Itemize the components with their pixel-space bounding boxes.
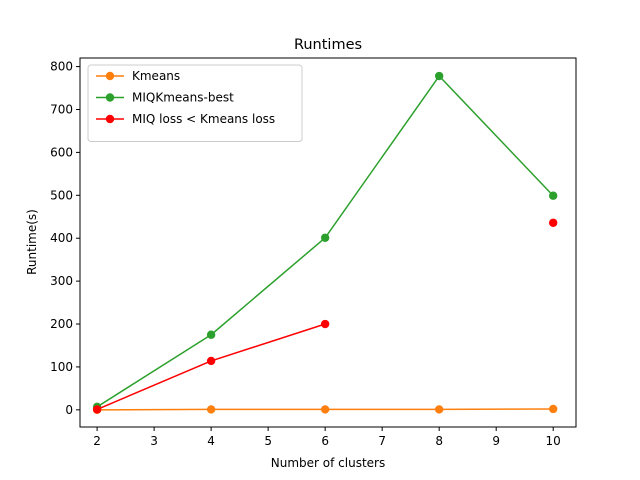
data-point [320, 233, 330, 242]
chart-title: Runtimes [294, 37, 362, 53]
x-axis: 2 3 4 5 6 7 8 9 10 [93, 427, 561, 448]
data-point [548, 218, 558, 227]
y-tick-label: 600 [50, 145, 73, 159]
data-point [206, 356, 216, 366]
x-tick-label: 2 [93, 434, 101, 448]
x-tick-label: 4 [207, 434, 215, 448]
x-tick-label: 5 [264, 434, 272, 448]
legend-marker [105, 93, 115, 102]
data-point [206, 330, 216, 339]
x-tick-label: 6 [321, 434, 329, 448]
data-point [320, 405, 330, 414]
y-tick-label: 800 [50, 60, 73, 74]
data-point [206, 405, 216, 414]
legend-label: MIQKmeans-best [132, 91, 234, 105]
data-point [320, 319, 330, 329]
plot-frame [79, 57, 577, 428]
legend: Kmeans MIQKmeans-best MIQ loss < Kmeans lo… [87, 64, 303, 142]
y-tick-label: 500 [50, 188, 73, 202]
data-point [92, 405, 102, 414]
series-layer [92, 71, 558, 415]
x-tick-label: 9 [492, 434, 500, 448]
legend-marker [105, 114, 115, 124]
y-axis-label: Runtime(s) [25, 209, 39, 275]
data-point [548, 191, 558, 200]
y-tick-label: 700 [50, 102, 73, 116]
legend-label: MIQ loss < Kmeans loss [132, 112, 275, 126]
x-axis-label: Number of clusters [271, 456, 385, 470]
series-2 [92, 218, 558, 414]
y-tick-label: 0 [65, 403, 73, 417]
legend-label: Kmeans [132, 69, 180, 83]
x-tick-label: 3 [150, 434, 158, 448]
legend-box [87, 64, 303, 142]
y-axis: 0 100 200 300 400 500 600 700 800 [50, 60, 80, 417]
y-tick-label: 100 [50, 360, 73, 374]
data-point [548, 404, 558, 414]
legend-marker [105, 71, 115, 81]
y-tick-label: 300 [50, 274, 73, 288]
y-tick-label: 400 [50, 231, 73, 245]
x-tick-label: 10 [546, 434, 561, 448]
legend-item: MIQ loss < Kmeans loss [96, 112, 275, 126]
legend-item: MIQKmeans-best [96, 91, 234, 105]
legend-item: Kmeans [96, 69, 180, 83]
data-point [434, 405, 444, 414]
x-tick-label: 7 [378, 434, 386, 448]
x-tick-label: 8 [435, 434, 443, 448]
y-tick-label: 200 [50, 317, 73, 331]
data-point [434, 71, 444, 81]
